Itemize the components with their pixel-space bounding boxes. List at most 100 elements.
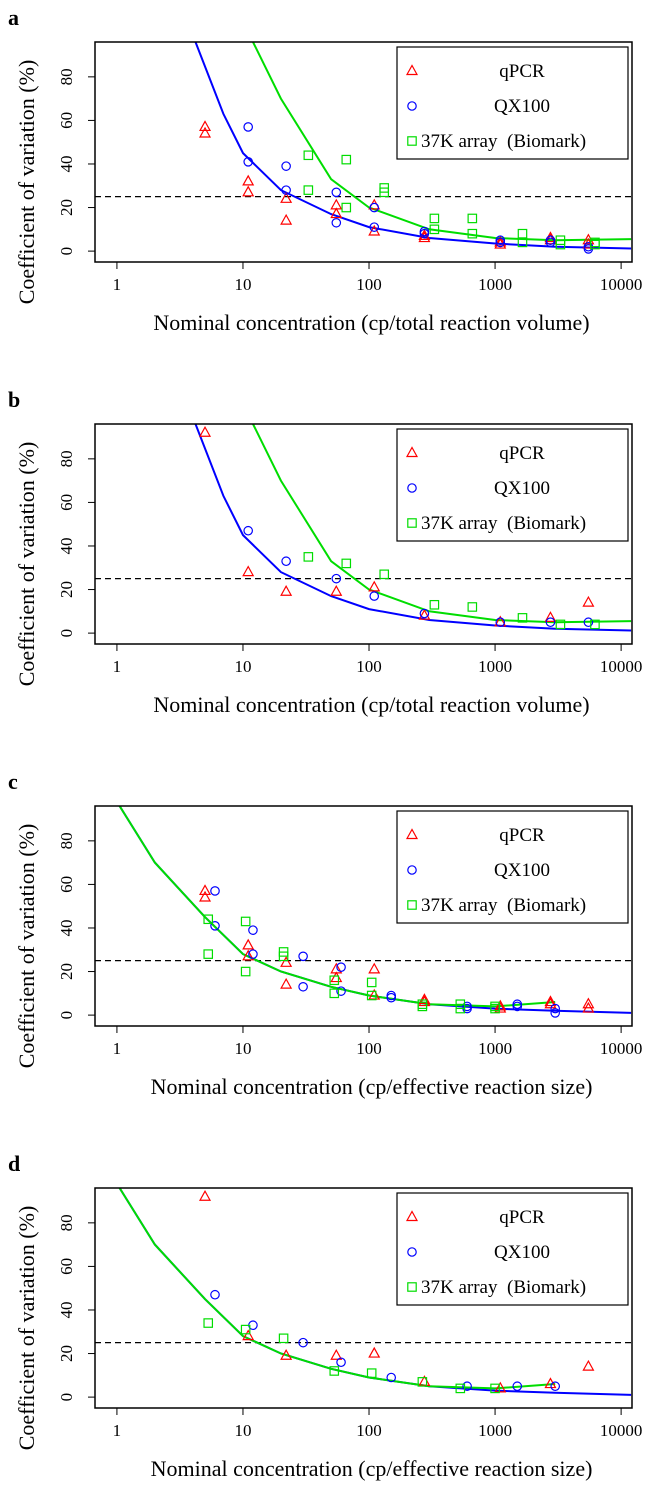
y-axis-label: Coefficient of variation (%): [14, 60, 39, 305]
marker-square: [329, 1366, 340, 1376]
marker-square: [407, 1282, 417, 1292]
marker-circle: [550, 1381, 561, 1392]
marker-triangle: [280, 956, 293, 967]
legend-label: qPCR: [499, 443, 545, 464]
marker-circle: [210, 886, 220, 896]
y-tick-label: 40: [57, 919, 76, 936]
marker-circle: [281, 185, 291, 195]
marker-triangle: [544, 997, 557, 1009]
marker-triangle: [330, 584, 343, 596]
panel: a 1 10 100 1000 10000 0 20 40 60 80 Nominal concent…: [8, 5, 642, 335]
marker-circle: [407, 1247, 417, 1257]
x-axis-label: Nominal concentration (cp/effective reac…: [151, 1074, 593, 1099]
x-tick-label: 10000: [600, 1039, 643, 1058]
marker-triangle: [494, 1001, 507, 1013]
marker-triangle: [199, 425, 212, 437]
fit-curve: [194, 42, 632, 250]
legend-label: QX100: [494, 478, 550, 499]
marker-square: [429, 213, 440, 224]
marker-triangle: [242, 174, 255, 186]
marker-triangle: [242, 185, 255, 197]
marker-triangle: [494, 235, 507, 247]
marker-triangle: [199, 126, 212, 138]
marker-triangle: [199, 884, 212, 896]
x-tick-label: 100: [356, 1039, 382, 1058]
x-tick-label: 1000: [478, 275, 512, 294]
legend: qPCR QX100 37K array (Biomark): [396, 810, 629, 924]
x-tick-label: 1: [113, 1039, 122, 1058]
marker-triangle: [330, 207, 343, 219]
x-tick-label: 10: [234, 1039, 251, 1058]
marker-square: [203, 914, 214, 925]
marker-square: [303, 150, 314, 161]
marker-circle: [248, 925, 258, 935]
marker-triangle: [405, 446, 419, 458]
marker-triangle: [368, 1346, 381, 1358]
y-tick-label: 20: [57, 963, 76, 980]
marker-circle: [298, 981, 308, 992]
marker-triangle: [199, 1189, 212, 1201]
marker-circle: [369, 222, 380, 232]
marker-square: [379, 569, 390, 580]
marker-square: [517, 228, 528, 239]
legend-box: [396, 46, 629, 160]
marker-triangle: [242, 938, 255, 950]
x-tick-label: 1000: [478, 657, 512, 676]
y-tick-label: 0: [57, 1393, 76, 1402]
marker-square: [303, 552, 314, 562]
marker-triangle: [280, 192, 293, 203]
legend-box: [396, 428, 629, 542]
marker-triangle: [199, 890, 212, 902]
plot-frame: [94, 423, 633, 645]
marker-circle: [419, 228, 430, 239]
marker-triangle: [405, 1210, 419, 1222]
y-tick-label: 20: [57, 581, 76, 598]
y-tick-label: 80: [57, 450, 76, 467]
y-axis-label: Coefficient of variation (%): [14, 442, 39, 687]
x-tick-label: 10: [234, 657, 251, 676]
x-tick-label: 1: [113, 1421, 122, 1440]
marker-square: [407, 136, 417, 146]
marker-square: [555, 239, 566, 250]
x-axis-label: Nominal concentration (cp/effective reac…: [151, 1456, 593, 1481]
marker-triangle: [199, 120, 212, 132]
fit-curve: [118, 806, 556, 1008]
panel-label: d: [8, 1151, 20, 1176]
marker-square: [490, 1383, 500, 1394]
marker-triangle: [242, 565, 255, 577]
marker-circle: [386, 1372, 397, 1383]
panel: d 1 10 100 1000 10000 0 20 40 60 80 Nominal concent…: [8, 1151, 642, 1481]
x-tick-label: 10000: [600, 657, 643, 676]
marker-circle: [210, 1289, 220, 1300]
marker-circle: [210, 921, 220, 931]
marker-circle: [550, 1003, 561, 1014]
marker-triangle: [330, 1348, 343, 1360]
marker-circle: [407, 483, 417, 493]
x-tick-label: 10000: [600, 275, 643, 294]
marker-circle: [336, 1357, 346, 1368]
marker-triangle: [330, 971, 343, 983]
y-tick-label: 80: [57, 832, 76, 849]
y-tick-label: 20: [57, 1345, 76, 1362]
marker-triangle: [418, 993, 431, 1004]
y-tick-label: 80: [57, 68, 76, 85]
marker-triangle: [418, 608, 431, 620]
marker-square: [467, 228, 478, 239]
marker-square: [240, 1324, 251, 1335]
marker-square: [366, 990, 377, 1001]
marker-circle: [298, 1337, 308, 1348]
y-tick-label: 40: [57, 155, 76, 172]
y-tick-label: 0: [57, 629, 76, 638]
legend: qPCR QX100 37K array (Biomark): [396, 1192, 629, 1306]
marker-triangle: [405, 828, 419, 840]
legend-label: qPCR: [499, 61, 545, 82]
marker-square: [429, 224, 440, 235]
x-tick-label: 1000: [478, 1039, 512, 1058]
marker-square: [240, 966, 251, 977]
y-tick-label: 40: [57, 1301, 76, 1318]
x-axis-label: Nominal concentration (cp/total reaction…: [153, 310, 589, 335]
x-tick-label: 1: [113, 657, 122, 676]
marker-square: [203, 1318, 214, 1328]
y-tick-label: 60: [57, 112, 76, 129]
marker-square: [278, 1333, 289, 1344]
